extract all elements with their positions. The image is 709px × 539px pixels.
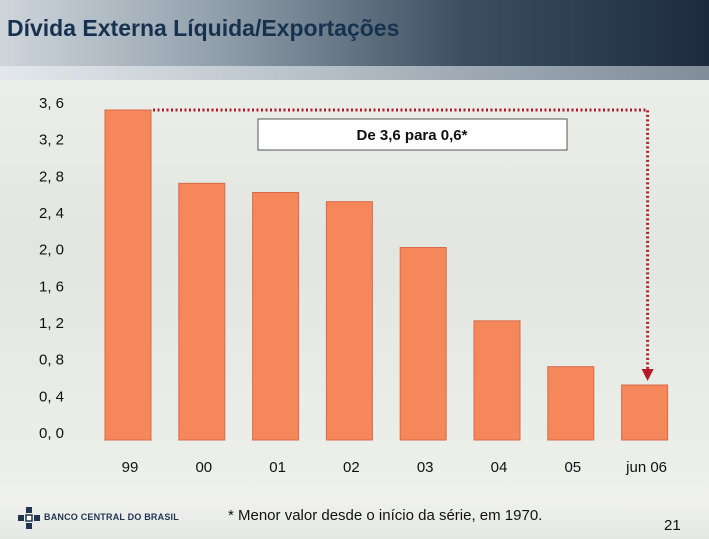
y-tick-label: 1, 2	[39, 315, 64, 332]
header-band	[0, 66, 709, 82]
bar-chart: 3, 6 3, 2 2, 8 2, 4 2, 0 1, 6 1, 2 0, 8 0, 4 0, 0…	[39, 95, 669, 476]
footnote: * Menor valor desde o início da série, e…	[228, 507, 543, 524]
annotation: De 3,6 para 0,6*	[153, 108, 654, 381]
x-tick-label: 99	[122, 459, 139, 476]
x-tick-label: 03	[417, 459, 434, 476]
x-tick-label: 00	[195, 459, 212, 476]
logo-text: BANCO CENTRAL DO BRASIL	[44, 512, 179, 522]
y-tick-label: 3, 6	[39, 95, 64, 112]
y-tick-label: 0, 0	[39, 425, 64, 442]
y-tick-label: 0, 8	[39, 352, 64, 369]
x-tick-label: jun 06	[625, 459, 667, 476]
x-tick-label: 04	[491, 459, 508, 476]
y-axis-ticks: 3, 6 3, 2 2, 8 2, 4 2, 0 1, 6 1, 2 0, 8 0, 4 0, 0	[39, 95, 64, 442]
y-tick-label: 2, 8	[39, 168, 64, 185]
bcb-logo-icon	[18, 507, 40, 529]
bars	[104, 109, 669, 441]
bar	[399, 247, 447, 441]
annotation-text: De 3,6 para 0,6*	[357, 127, 468, 144]
bar	[104, 109, 152, 441]
y-tick-label: 2, 0	[39, 242, 64, 259]
y-tick-label: 3, 2	[39, 132, 64, 149]
y-tick-label: 1, 6	[39, 278, 64, 295]
bar	[178, 182, 226, 441]
bar	[252, 192, 300, 441]
x-axis-ticks: 99 00 01 02 03 04 05 jun 06	[122, 459, 667, 476]
x-tick-label: 01	[269, 459, 286, 476]
footer	[0, 490, 709, 539]
y-tick-label: 0, 4	[39, 388, 64, 405]
page-number: 21	[664, 517, 681, 534]
slide-title: Dívida Externa Líquida/Exportações	[7, 15, 400, 41]
annotation-box	[257, 118, 568, 151]
annotation-arrowhead	[641, 369, 654, 381]
bar	[473, 320, 521, 441]
bar	[621, 384, 669, 441]
x-tick-label: 02	[343, 459, 360, 476]
bar	[325, 201, 373, 441]
bar	[547, 366, 595, 441]
x-tick-label: 05	[564, 459, 581, 476]
y-tick-label: 2, 4	[39, 205, 64, 222]
